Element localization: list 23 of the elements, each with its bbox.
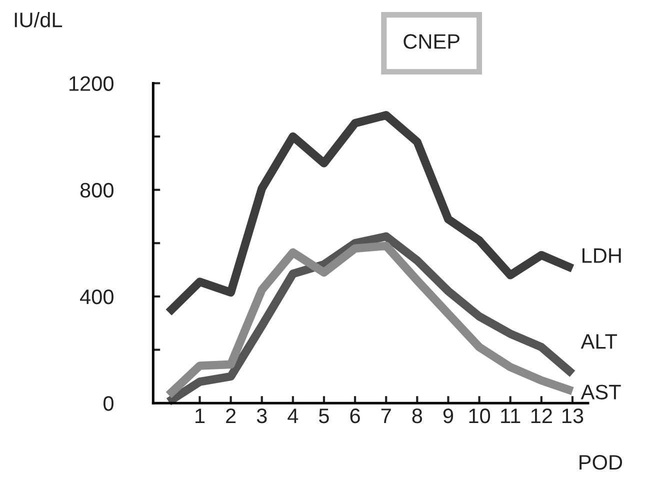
x-tick-label: 11 xyxy=(501,408,520,424)
x-tick-label: 9 xyxy=(443,408,454,424)
x-axis-title: POD xyxy=(580,455,622,470)
y-tick-label: 1200 xyxy=(70,76,114,91)
series-label: LDH xyxy=(582,248,621,263)
chart-title: CNEP xyxy=(404,34,460,49)
x-tick-label: 1 xyxy=(196,408,205,424)
series-label: ALT xyxy=(580,334,617,349)
x-tick-label: 13 xyxy=(562,408,584,424)
x-tick-label: 10 xyxy=(469,408,490,424)
x-tick-label: 2 xyxy=(226,408,236,424)
y-tick-label: 0 xyxy=(104,396,114,411)
x-tick-label: 4 xyxy=(288,408,298,424)
x-tick-label: 8 xyxy=(412,408,422,424)
x-tick-label: 3 xyxy=(256,408,267,424)
y-tick-label: 800 xyxy=(80,182,114,198)
x-tick-label: 7 xyxy=(381,408,391,424)
y-axis-title: IU/dL xyxy=(14,12,62,28)
series-label: AST xyxy=(580,384,621,400)
x-tick-label: 6 xyxy=(350,408,360,424)
x-tick-label: 12 xyxy=(531,408,552,424)
x-tick-label: 5 xyxy=(319,408,329,424)
y-tick-label: 400 xyxy=(80,289,114,304)
